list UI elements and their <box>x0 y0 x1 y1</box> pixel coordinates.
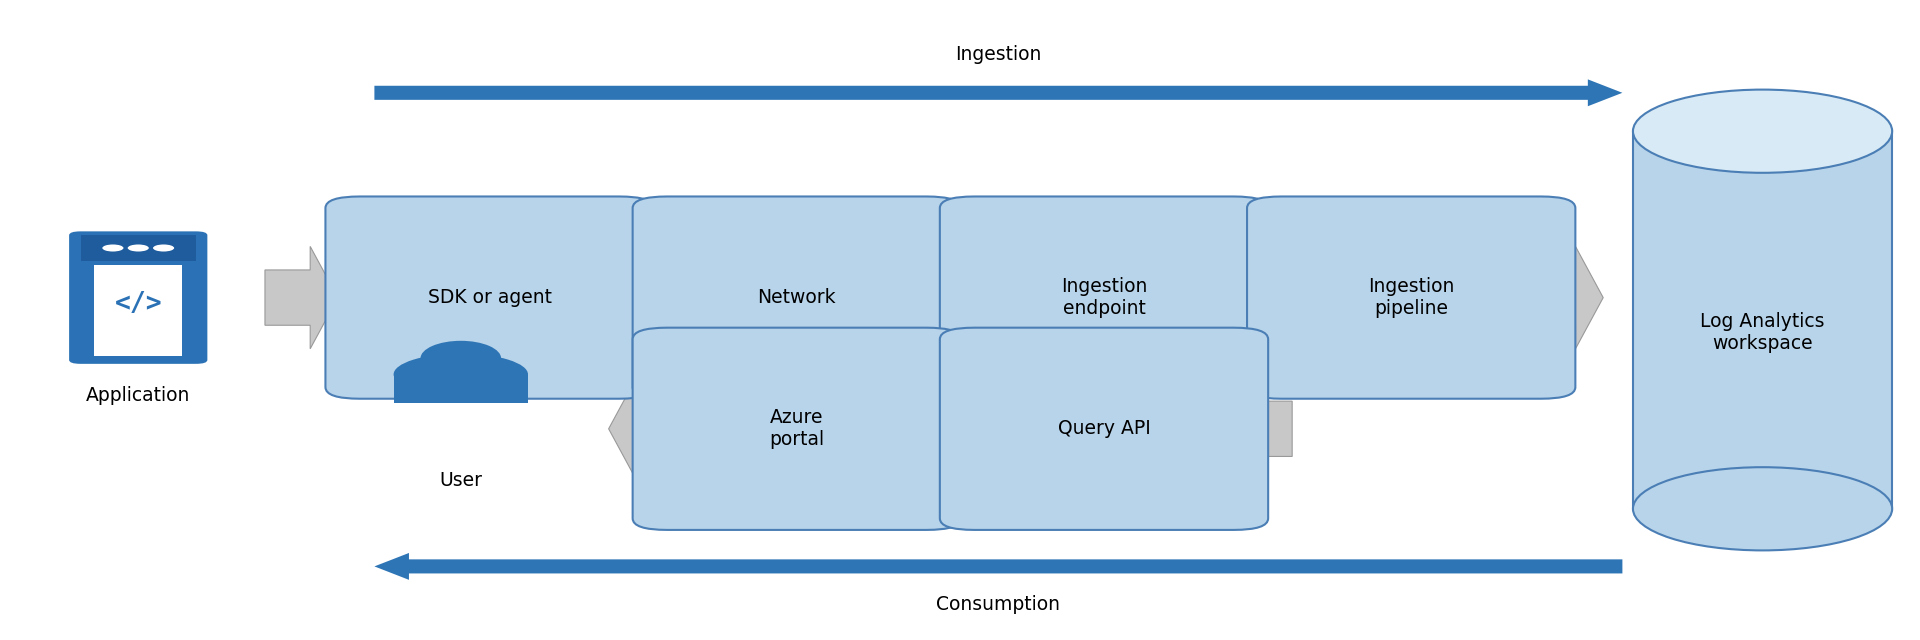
Text: Application: Application <box>86 386 190 404</box>
Bar <box>94 265 182 355</box>
FancyBboxPatch shape <box>939 328 1267 530</box>
Bar <box>1632 131 1893 509</box>
Polygon shape <box>1530 246 1603 349</box>
Text: User: User <box>440 470 482 490</box>
Ellipse shape <box>1632 467 1893 550</box>
Ellipse shape <box>394 353 528 396</box>
Text: Ingestion: Ingestion <box>956 45 1041 64</box>
Polygon shape <box>1223 246 1296 349</box>
Bar <box>394 374 528 406</box>
Polygon shape <box>609 246 682 349</box>
Text: Consumption: Consumption <box>937 595 1060 614</box>
Polygon shape <box>374 553 1622 580</box>
FancyBboxPatch shape <box>939 196 1267 399</box>
Polygon shape <box>374 79 1622 106</box>
Circle shape <box>102 244 123 252</box>
Ellipse shape <box>420 340 501 376</box>
Polygon shape <box>340 246 413 349</box>
FancyBboxPatch shape <box>632 196 960 399</box>
FancyBboxPatch shape <box>1248 196 1574 399</box>
Polygon shape <box>1219 378 1292 480</box>
Text: Query API: Query API <box>1058 419 1150 438</box>
FancyBboxPatch shape <box>69 231 207 364</box>
Bar <box>346 403 576 429</box>
Ellipse shape <box>1632 90 1893 173</box>
Text: Network: Network <box>758 288 835 307</box>
Circle shape <box>127 244 148 252</box>
Text: Ingestion
endpoint: Ingestion endpoint <box>1062 277 1146 318</box>
Polygon shape <box>609 378 682 480</box>
Text: Ingestion
pipeline: Ingestion pipeline <box>1369 277 1453 318</box>
Polygon shape <box>265 246 338 349</box>
Text: Log Analytics
workspace: Log Analytics workspace <box>1701 312 1824 353</box>
Polygon shape <box>916 378 989 480</box>
Polygon shape <box>916 246 989 349</box>
Bar <box>81 235 196 260</box>
Circle shape <box>154 244 175 252</box>
Text: </>: </> <box>115 291 161 317</box>
Text: SDK or agent: SDK or agent <box>428 288 551 307</box>
FancyBboxPatch shape <box>632 328 960 530</box>
FancyBboxPatch shape <box>324 196 653 399</box>
Text: Azure
portal: Azure portal <box>770 408 824 449</box>
